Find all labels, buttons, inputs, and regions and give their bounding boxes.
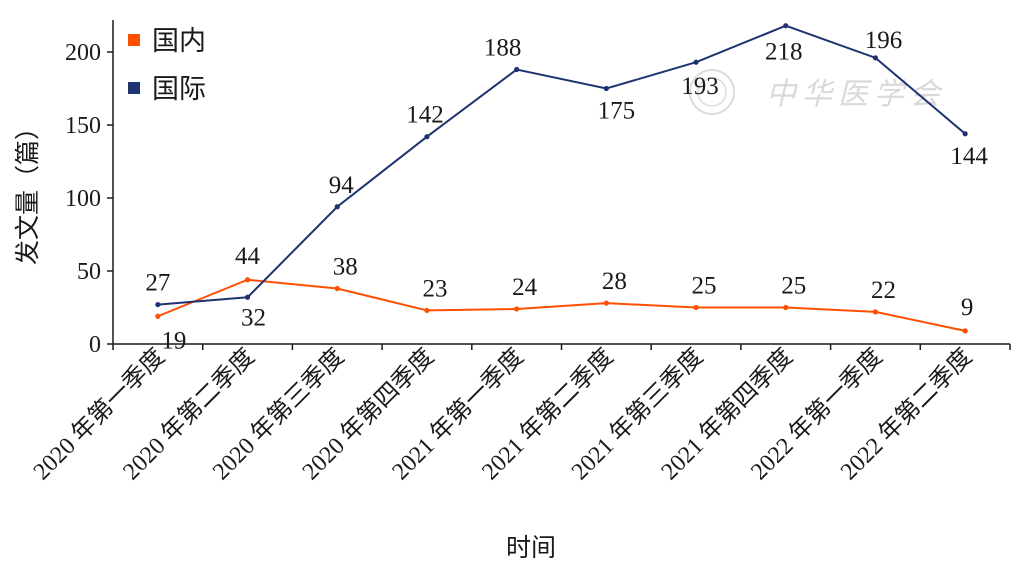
data-label-domestic: 44	[235, 243, 261, 270]
watermark-seal-icon	[689, 69, 735, 115]
series-line-domestic	[157, 278, 966, 332]
data-point-international	[424, 134, 430, 140]
legend-label-domestic: 国内	[152, 26, 206, 57]
series-lines	[155, 23, 968, 334]
x-axis-title: 时间	[506, 534, 556, 562]
series-line-international	[157, 24, 966, 306]
data-point-domestic	[514, 306, 520, 312]
data-label-domestic: 24	[512, 274, 538, 301]
data-label-domestic: 22	[871, 277, 896, 304]
data-point-international	[514, 66, 520, 73]
data-label-international: 142	[406, 102, 444, 129]
data-label-domestic: 9	[961, 294, 974, 321]
data-point-domestic	[155, 313, 161, 319]
watermark: 中华医学会	[689, 69, 946, 115]
data-labels: 19 44 38 23 24 28 25 25 22 9 27 32 94 142 188 175 193 218…	[145, 27, 988, 354]
data-point-international	[962, 131, 968, 137]
data-point-domestic	[783, 304, 789, 311]
data-point-international	[244, 294, 251, 300]
data-point-domestic	[603, 300, 609, 306]
y-tick-label: 0	[89, 332, 101, 358]
y-ticks: 0 50 100 150 200	[65, 40, 113, 358]
data-label-international: 188	[484, 35, 522, 62]
legend-swatch-international	[128, 82, 140, 94]
y-axis-title: 发文量（篇）	[14, 115, 42, 265]
data-label-international: 193	[681, 73, 719, 100]
watermark-seal-inner-icon	[697, 77, 727, 107]
data-label-domestic: 19	[161, 327, 186, 354]
data-label-international: 144	[950, 143, 988, 170]
data-label-international: 27	[145, 270, 170, 297]
y-tick-label: 100	[65, 186, 101, 212]
data-point-international	[693, 59, 699, 65]
data-point-international	[603, 85, 609, 92]
legend-swatch-domestic	[128, 34, 140, 46]
data-label-domestic: 25	[692, 273, 717, 300]
data-label-domestic: 23	[422, 275, 447, 302]
data-point-domestic	[424, 307, 430, 314]
data-point-domestic	[693, 304, 699, 311]
data-label-domestic: 25	[781, 273, 806, 300]
data-label-international: 196	[865, 27, 903, 54]
y-tick-label: 200	[65, 40, 101, 66]
data-label-international: 94	[329, 172, 355, 199]
data-point-international	[872, 55, 879, 61]
data-point-domestic	[334, 285, 340, 292]
data-label-international: 218	[765, 39, 803, 66]
data-label-international: 175	[598, 98, 636, 125]
watermark-text: 中华医学会	[766, 77, 946, 112]
data-point-international	[783, 23, 789, 29]
legend: 国内 国际	[128, 26, 206, 105]
data-point-domestic	[962, 328, 968, 334]
y-tick-label: 50	[77, 259, 101, 285]
data-label-international: 32	[241, 304, 266, 331]
legend-label-international: 国际	[152, 74, 206, 105]
data-point-international	[155, 301, 161, 308]
data-point-domestic	[244, 277, 251, 283]
data-label-domestic: 28	[602, 268, 627, 295]
y-tick-label: 150	[65, 113, 101, 139]
data-point-international	[334, 204, 340, 210]
data-label-domestic: 38	[333, 254, 358, 281]
data-point-domestic	[872, 309, 879, 315]
